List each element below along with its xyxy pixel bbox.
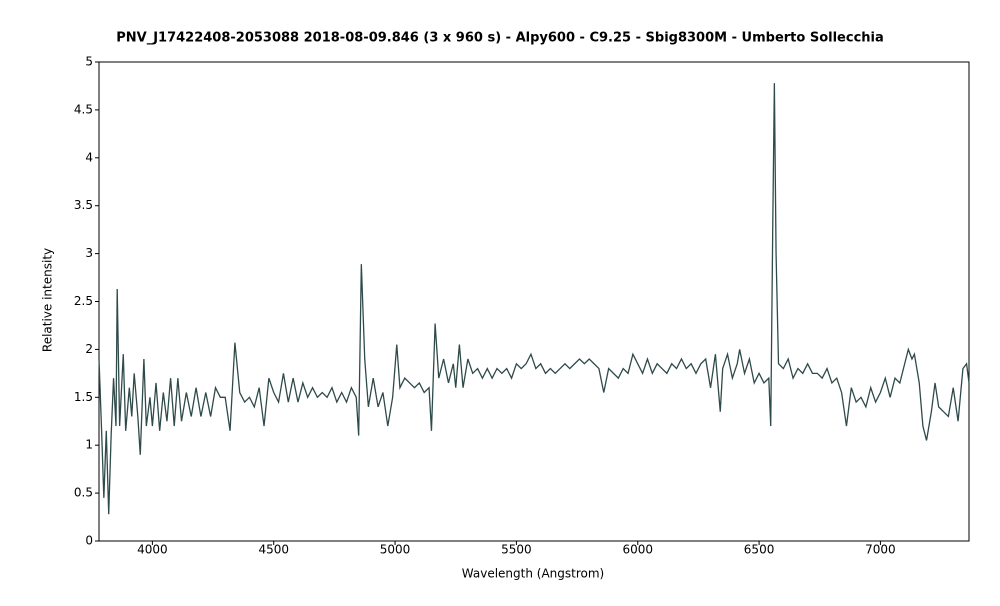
y-tick-label: 3 xyxy=(85,246,93,260)
y-tick-label: 1.5 xyxy=(74,390,93,404)
y-tick-label: 0 xyxy=(85,534,93,548)
y-tick-label: 0.5 xyxy=(74,486,93,500)
x-axis-label: Wavelength (Angstrom) xyxy=(462,567,604,581)
x-tick-label: 5500 xyxy=(501,543,532,557)
x-tick-label: 4500 xyxy=(258,543,289,557)
plot-frame xyxy=(98,61,970,542)
y-tick-label: 2 xyxy=(85,342,93,356)
y-tick-label: 3.5 xyxy=(74,198,93,212)
x-tick-label: 7000 xyxy=(865,543,896,557)
chart-title: PNV_J17422408-2053088 2018-08-09.846 (3 … xyxy=(116,31,884,46)
x-tick-label: 6000 xyxy=(622,543,653,557)
y-tick-label: 4 xyxy=(85,150,93,164)
x-tick-label: 4000 xyxy=(137,543,168,557)
y-tick-label: 5 xyxy=(85,55,93,69)
y-tick-label: 4.5 xyxy=(74,102,93,116)
y-axis-label: Relative intensity xyxy=(41,248,55,352)
x-tick-label: 5000 xyxy=(380,543,411,557)
x-tick-label: 6500 xyxy=(744,543,775,557)
y-tick-label: 1 xyxy=(85,438,93,452)
y-tick-label: 2.5 xyxy=(74,294,93,308)
spectrum-line xyxy=(98,83,970,515)
